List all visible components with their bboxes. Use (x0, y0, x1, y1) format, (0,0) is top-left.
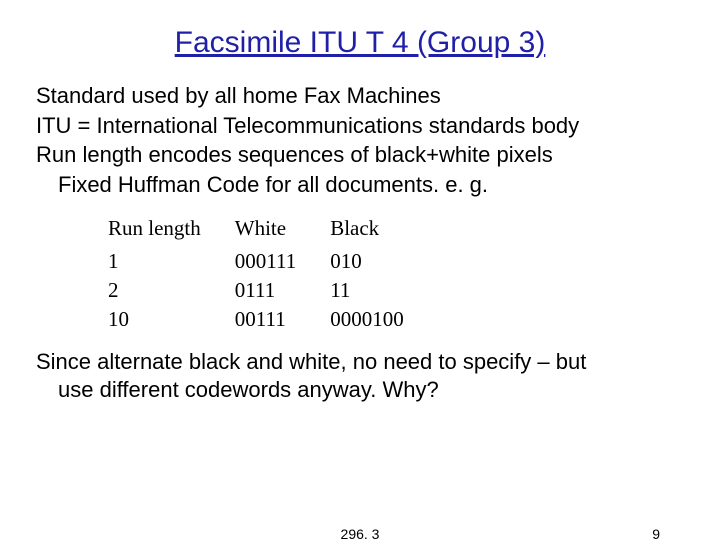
body-text: Standard used by all home Fax Machines I… (36, 82, 690, 198)
cell: 2 (108, 276, 235, 305)
cell: 000111 (235, 247, 330, 276)
table-header-row: Run length White Black (108, 214, 438, 247)
cell: 1 (108, 247, 235, 276)
slide-title: Facsimile ITU T 4 (Group 3) (30, 26, 690, 60)
huffman-table: Run length White Black 1 000111 010 2 01… (108, 214, 690, 334)
cell: 11 (330, 276, 438, 305)
body-line: Run length encodes sequences of black+wh… (36, 141, 690, 169)
cell: 00111 (235, 305, 330, 334)
body-line: ITU = International Telecommunications s… (36, 112, 690, 140)
slide: Facsimile ITU T 4 (Group 3) Standard use… (0, 0, 720, 540)
body-line: Fixed Huffman Code for all documents. e.… (36, 171, 690, 199)
col-header: Black (330, 214, 438, 247)
cell: 0000100 (330, 305, 438, 334)
cell: 10 (108, 305, 235, 334)
footer-center: 296. 3 (0, 526, 720, 540)
table-row: 1 000111 010 (108, 247, 438, 276)
closing-line: use different codewords anyway. Why? (36, 376, 690, 404)
cell: 010 (330, 247, 438, 276)
table: Run length White Black 1 000111 010 2 01… (108, 214, 438, 334)
col-header: White (235, 214, 330, 247)
closing-line: Since alternate black and white, no need… (36, 348, 690, 376)
closing-text: Since alternate black and white, no need… (36, 348, 690, 403)
table-row: 2 0111 11 (108, 276, 438, 305)
table-row: 10 00111 0000100 (108, 305, 438, 334)
col-header: Run length (108, 214, 235, 247)
page-number: 9 (652, 526, 660, 540)
body-line: Standard used by all home Fax Machines (36, 82, 690, 110)
cell: 0111 (235, 276, 330, 305)
